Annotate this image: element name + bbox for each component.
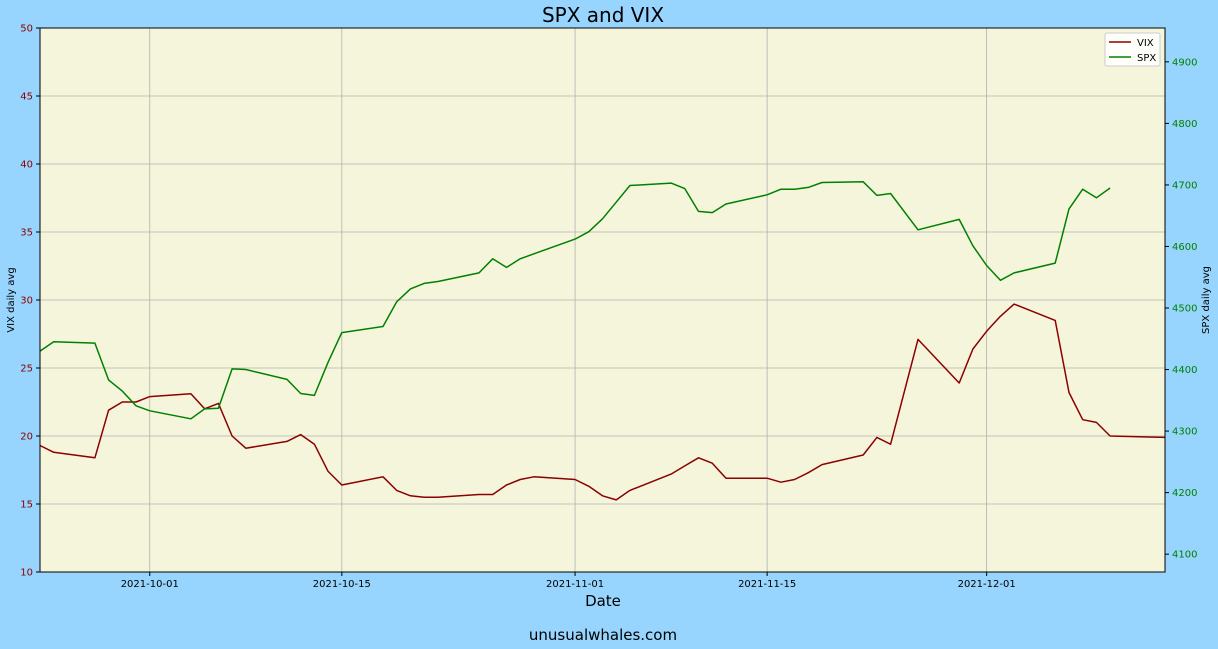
y-right-tick-label: 4700 <box>1172 180 1197 191</box>
y-left-tick-label: 20 <box>20 432 33 443</box>
y-left-tick-label: 25 <box>20 364 33 375</box>
y-right-tick-label: 4300 <box>1172 427 1197 438</box>
y-right-tick-label: 4400 <box>1172 365 1197 376</box>
legend-label-spx: SPX <box>1137 53 1156 64</box>
legend: VIX SPX <box>1104 32 1161 67</box>
y-right-tick-label: 4900 <box>1172 57 1197 68</box>
x-axis-label: Date <box>585 592 621 610</box>
legend-label-vix: VIX <box>1137 38 1154 49</box>
y-left-tick-label: 45 <box>20 92 33 103</box>
y-axis-right-label: SPX daily avg <box>1201 266 1212 334</box>
y-left-tick-label: 50 <box>20 24 33 35</box>
series-line-spx <box>39 181 1111 420</box>
x-tick-label: 2021-11-01 <box>546 579 604 590</box>
y-right-tick-label: 4800 <box>1172 119 1197 130</box>
y-axis-left-label: VIX daily avg <box>6 267 17 332</box>
y-left-tick-label: 35 <box>20 228 33 239</box>
y-right-tick-label: 4200 <box>1172 488 1197 499</box>
series-line-vix <box>39 303 1166 501</box>
x-tick-label: 2021-11-15 <box>738 579 796 590</box>
y-left-tick-label: 10 <box>20 568 33 579</box>
chart-title: SPX and VIX <box>542 3 664 27</box>
axes: 2021-10-01 2021-10-15 2021-11-01 2021-11-15… <box>20 24 1197 591</box>
x-tick-label: 2021-10-15 <box>313 579 371 590</box>
y-left-tick-label: 30 <box>20 296 33 307</box>
y-right-tick-label: 4600 <box>1172 242 1197 253</box>
y-right-tick-label: 4100 <box>1172 550 1197 561</box>
y-left-tick-label: 40 <box>20 160 33 171</box>
x-tick-label: 2021-10-01 <box>121 579 179 590</box>
x-tick-label: 2021-12-01 <box>958 579 1016 590</box>
footer-watermark: unusualwhales.com <box>529 626 677 644</box>
series-lines <box>39 181 1166 501</box>
y-left-tick-label: 15 <box>20 500 33 511</box>
y-right-tick-label: 4500 <box>1172 304 1197 315</box>
